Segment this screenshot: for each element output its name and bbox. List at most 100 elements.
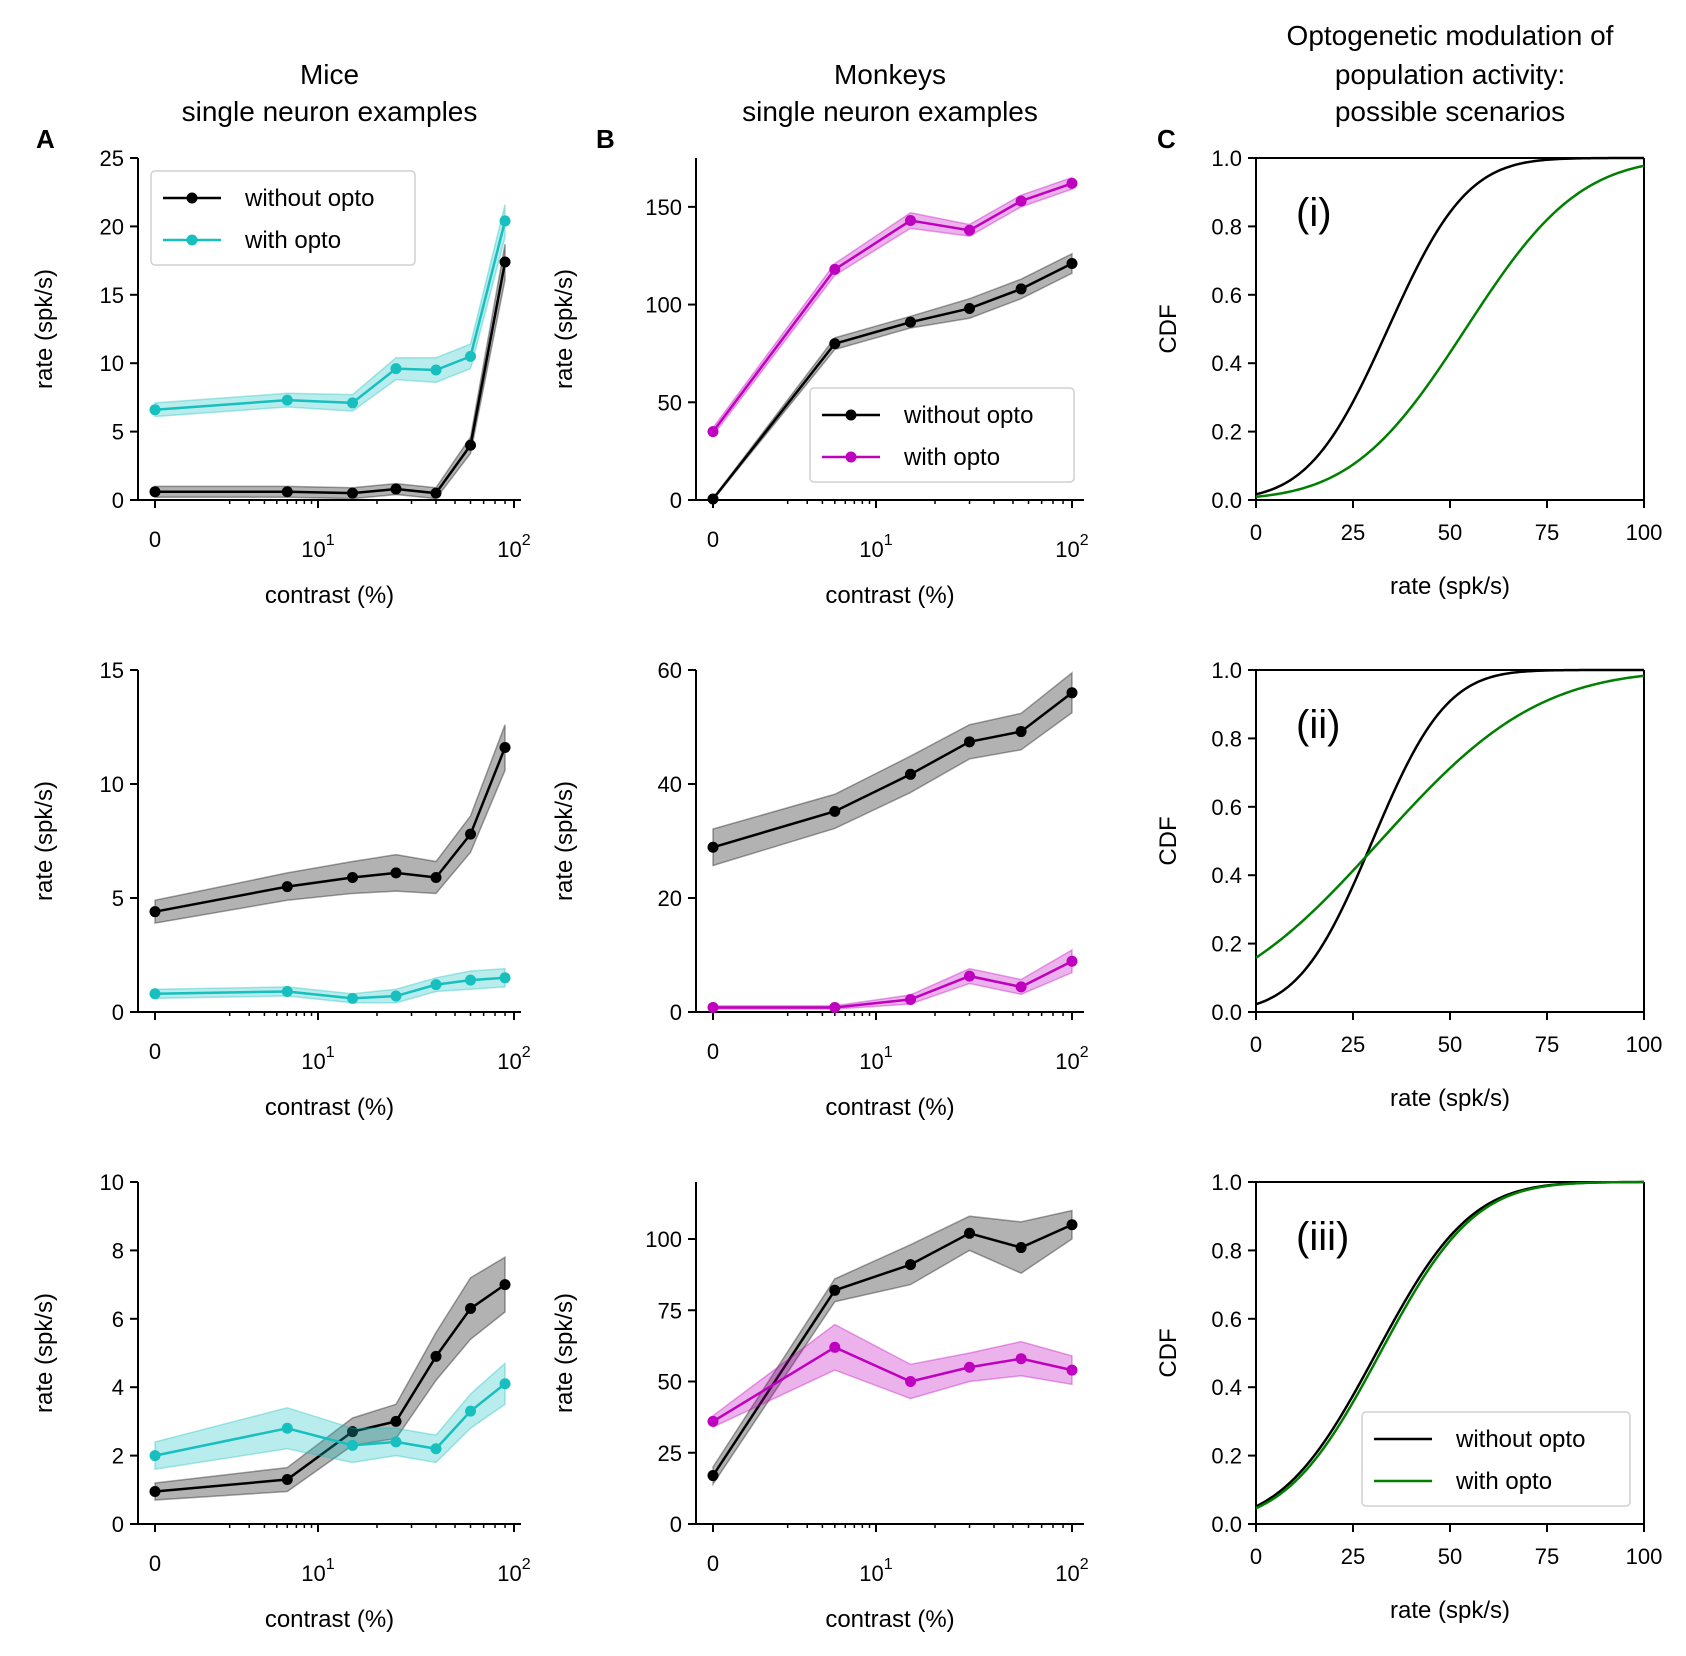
data-point (149, 486, 161, 498)
y-axis-label: rate (spk/s) (31, 1293, 58, 1413)
y-tick-label: 0.0 (1211, 1512, 1242, 1537)
x-tick-label: 101 (859, 1044, 892, 1074)
legend: without opto with opto (809, 387, 1075, 483)
data-point (1015, 195, 1027, 207)
legend-swatch-marker (845, 409, 857, 421)
x-axis-label: contrast (%) (825, 582, 954, 609)
series-without (1255, 156, 1644, 496)
data-point (149, 988, 161, 1000)
y-tick-label: 0.8 (1211, 1238, 1242, 1263)
data-point (149, 906, 161, 918)
data-point (347, 992, 359, 1004)
data-point (499, 742, 511, 754)
cdf-curve (1255, 156, 1644, 496)
scenario-label: (iii) (1296, 1215, 1349, 1259)
x-tick-label: 102 (497, 1044, 530, 1074)
cdf-curve (1255, 668, 1644, 1006)
data-point (281, 985, 293, 997)
title-line: Mice (300, 59, 359, 90)
series-opto_monkeys (707, 176, 1078, 438)
series-line (712, 262, 1073, 500)
data-point (707, 493, 719, 505)
data-point (1066, 687, 1078, 699)
data-point (829, 263, 841, 275)
data-point (281, 1474, 293, 1486)
series-line (712, 691, 1073, 849)
legend-swatch-marker (845, 451, 857, 463)
y-tick-label: 0.0 (1211, 1000, 1242, 1025)
x-tick-exponent: 1 (884, 1044, 893, 1061)
x-tick-label: 100 (1626, 1032, 1663, 1057)
data-point (829, 338, 841, 350)
x-tick-base: 10 (1055, 1049, 1079, 1074)
y-tick-label: 0.6 (1211, 795, 1242, 820)
y-axis-label: CDF (1155, 816, 1182, 865)
data-point (499, 256, 511, 268)
x-tick-label: 101 (859, 532, 892, 562)
data-point (1015, 981, 1027, 993)
series-without (707, 252, 1078, 505)
y-tick-label: 0 (112, 1512, 124, 1537)
error-band (154, 244, 506, 500)
data-point (430, 487, 442, 499)
x-tick-base: 10 (1055, 537, 1079, 562)
x-tick-label: 101 (859, 1556, 892, 1586)
y-tick-label: 5 (112, 420, 124, 445)
series-opto_monkeys (707, 1323, 1078, 1429)
series-without (707, 1209, 1078, 1487)
data-point (905, 316, 917, 328)
y-tick-label: 15 (100, 658, 124, 683)
y-tick-label: 0.2 (1211, 420, 1242, 445)
scenario-label: (ii) (1296, 703, 1340, 747)
series-without (149, 724, 511, 924)
error-band (712, 1323, 1073, 1429)
data-point (390, 1415, 402, 1427)
y-tick-label: 2 (112, 1444, 124, 1469)
y-tick-label: 0 (112, 1000, 124, 1025)
error-band (154, 1255, 506, 1501)
data-point (707, 1001, 719, 1013)
x-tick-exponent: 2 (522, 1044, 531, 1061)
x-tick-exponent: 1 (326, 1044, 335, 1061)
legend-box (809, 387, 1075, 483)
y-tick-label: 10 (100, 1170, 124, 1195)
x-tick-label: 75 (1535, 520, 1559, 545)
data-point (430, 364, 442, 376)
error-band (154, 204, 506, 418)
data-point (829, 1001, 841, 1013)
data-point (1015, 283, 1027, 295)
y-axis-label: rate (spk/s) (31, 781, 58, 901)
series-line (712, 182, 1073, 433)
x-tick-label: 101 (301, 532, 334, 562)
data-point (707, 1470, 719, 1482)
y-tick-label: 40 (658, 772, 682, 797)
data-point (1066, 1219, 1078, 1231)
x-tick-base: 10 (497, 537, 521, 562)
x-tick-exponent: 1 (326, 1556, 335, 1573)
y-axis-label: rate (spk/s) (31, 269, 58, 389)
x-tick-base: 10 (301, 1561, 325, 1586)
y-tick-label: 5 (112, 886, 124, 911)
x-tick-base: 0 (149, 527, 161, 552)
error-band (712, 176, 1073, 438)
legend-label: without opto (903, 402, 1033, 429)
x-tick-label: 102 (497, 1556, 530, 1586)
x-tick-label: 25 (1341, 1544, 1365, 1569)
data-point (707, 1415, 719, 1427)
y-tick-label: 50 (658, 390, 682, 415)
data-point (465, 350, 477, 362)
y-tick-label: 1.0 (1211, 1170, 1242, 1195)
data-point (390, 363, 402, 375)
data-point (149, 404, 161, 416)
y-axis-label: CDF (1155, 1328, 1182, 1377)
y-tick-label: 0.0 (1211, 488, 1242, 513)
y-tick-label: 1.0 (1211, 658, 1242, 683)
y-tick-label: 60 (658, 658, 682, 683)
x-tick-label: 102 (497, 532, 530, 562)
y-tick-label: 0.4 (1211, 863, 1242, 888)
data-point (347, 397, 359, 409)
y-tick-label: 10 (100, 351, 124, 376)
data-point (347, 1426, 359, 1438)
